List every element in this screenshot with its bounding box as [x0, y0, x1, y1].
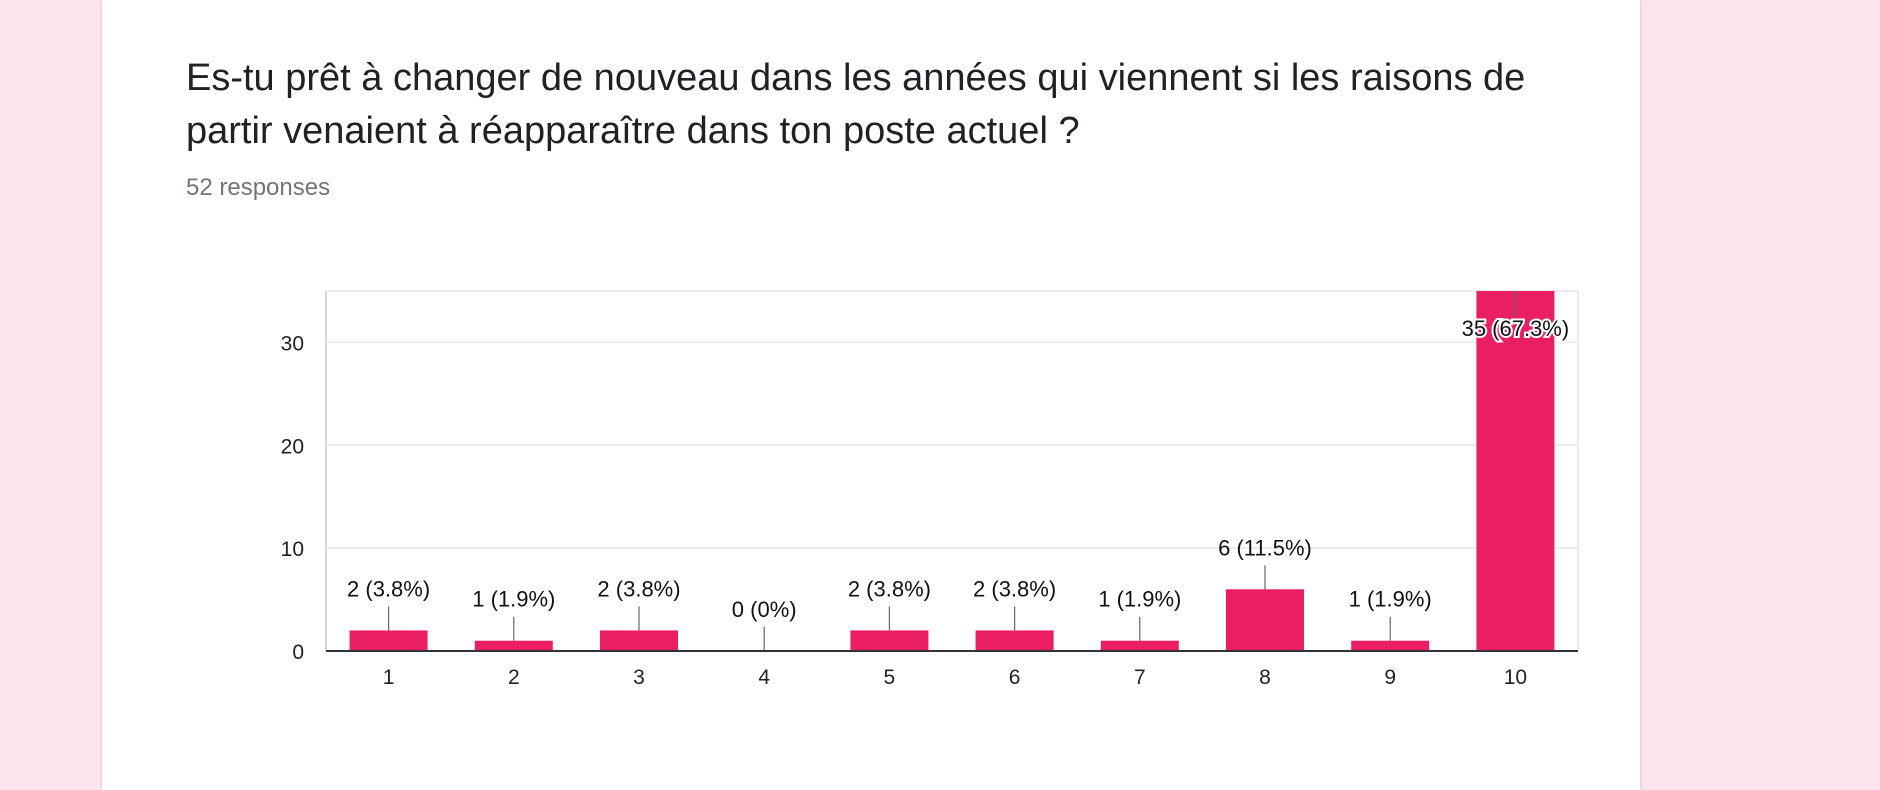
data-label: 2 (3.8%)	[347, 576, 430, 601]
chart-bars	[349, 291, 1555, 651]
x-tick-label: 2	[508, 666, 520, 689]
chart-gridlines	[325, 290, 1579, 651]
data-label: 2 (3.8%)	[597, 576, 680, 601]
y-axis-ticks: 0 10 20 30	[281, 332, 304, 664]
data-label: 1 (1.9%)	[1098, 587, 1181, 612]
x-tick-label: 5	[884, 666, 896, 689]
response-count: 52 responses	[186, 174, 331, 201]
x-tick-label: 7	[1134, 666, 1146, 689]
response-card: Es-tu prêt à changer de nouveau dans les…	[102, 0, 1640, 790]
x-tick-label: 6	[1009, 666, 1021, 689]
x-tick-label: 10	[1504, 666, 1527, 689]
question-title: Es-tu prêt à changer de nouveau dans les…	[186, 57, 1526, 152]
bar	[1351, 640, 1430, 651]
data-label: 2 (3.8%)	[973, 576, 1056, 601]
data-label: 6 (11.5%)	[1218, 535, 1312, 560]
data-label: 35 (67.3%)	[1462, 316, 1570, 341]
y-tick-label: 20	[281, 435, 304, 458]
x-tick-label: 8	[1259, 666, 1271, 689]
bar	[850, 630, 929, 651]
y-tick-label: 30	[281, 332, 304, 355]
x-axis-ticks: 1 2 3 4 5 6 7 8 9 10	[326, 650, 1578, 689]
data-label: 2 (3.8%)	[848, 576, 931, 601]
x-tick-label: 3	[633, 666, 645, 689]
y-tick-label: 10	[281, 538, 304, 561]
bar	[1100, 640, 1179, 651]
bar	[349, 630, 428, 651]
y-tick-label: 0	[292, 641, 304, 664]
bar	[975, 630, 1054, 651]
bar	[1226, 589, 1304, 651]
chart-data-labels: 2 (3.8%) 1 (1.9%) 2 (3.8%) 0 (0%) 2 (3.8%) 2 …	[347, 291, 1571, 651]
data-label: 1 (1.9%)	[1349, 587, 1432, 612]
x-tick-label: 4	[758, 666, 770, 689]
bar	[474, 640, 553, 651]
x-tick-label: 9	[1384, 666, 1396, 689]
bar	[600, 630, 678, 651]
bar	[1476, 291, 1555, 651]
data-label: 1 (1.9%)	[472, 587, 555, 612]
x-tick-label: 1	[383, 666, 395, 689]
data-label: 0 (0%)	[732, 597, 797, 622]
